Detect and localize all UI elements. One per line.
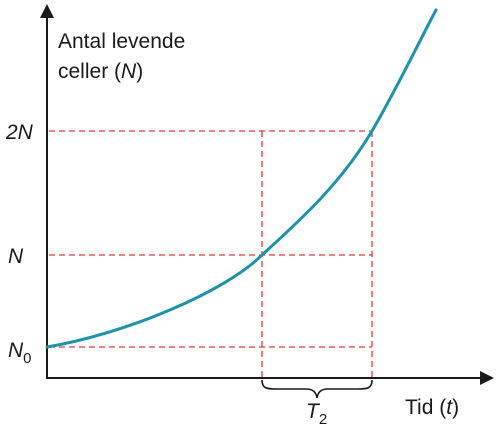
interval-brace <box>261 379 373 399</box>
growth-curve <box>45 8 438 349</box>
x-axis-arrow <box>480 371 494 385</box>
y-axis-label-line1: Antal levende <box>58 30 185 53</box>
x-axis-label: Tid (t) <box>405 396 459 419</box>
interval-label: T2 <box>306 400 327 428</box>
tick-label-N: N <box>8 245 24 268</box>
tick-label-N0: N0 <box>8 339 32 367</box>
y-axis-arrow <box>40 4 54 18</box>
tick-label-2N: 2N <box>5 121 34 144</box>
y-axis-label-line2: celler (N) <box>58 60 143 83</box>
